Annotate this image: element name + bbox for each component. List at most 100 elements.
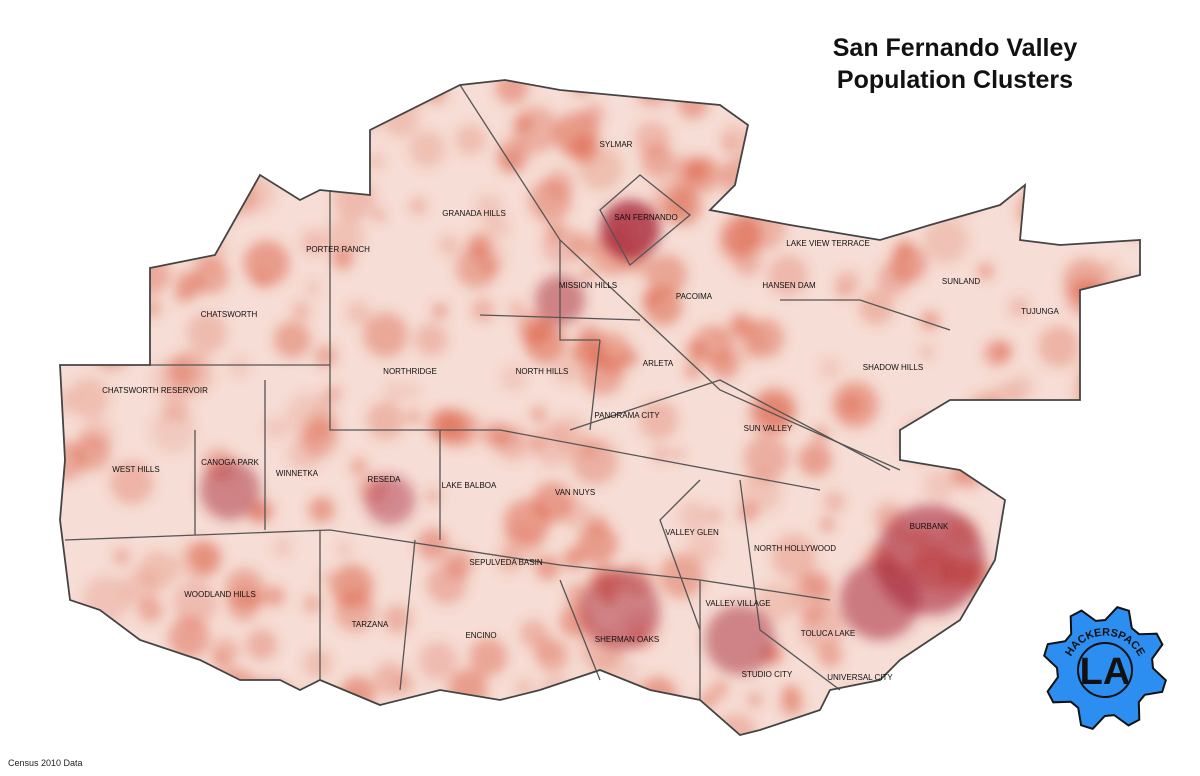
cluster	[448, 669, 488, 709]
cluster	[771, 534, 817, 580]
neighborhood-label: CANOGA PARK	[201, 458, 259, 467]
cluster	[755, 115, 786, 146]
cluster	[1040, 491, 1080, 531]
cluster	[331, 248, 354, 270]
district-border	[64, 529, 831, 601]
cluster	[773, 80, 793, 92]
cluster	[638, 400, 679, 440]
cluster	[1089, 166, 1123, 200]
cluster	[759, 394, 794, 430]
cluster	[176, 193, 200, 218]
cluster	[434, 408, 473, 447]
cluster	[260, 681, 294, 716]
cluster	[143, 199, 185, 241]
cluster	[383, 604, 412, 634]
cluster	[190, 232, 227, 269]
cluster	[917, 154, 943, 180]
cluster	[1102, 489, 1132, 519]
cluster	[341, 705, 355, 718]
cluster	[812, 81, 830, 98]
hackerspace-logo: HACKERSPACE LA	[1043, 606, 1167, 730]
cluster	[139, 166, 157, 184]
cluster	[495, 80, 529, 105]
cluster	[1103, 290, 1117, 304]
cluster	[671, 447, 685, 461]
cluster	[70, 290, 104, 324]
cluster	[532, 482, 573, 523]
cluster	[272, 537, 293, 558]
cluster	[823, 491, 846, 513]
cluster	[820, 517, 835, 532]
cluster	[150, 407, 196, 454]
cluster	[340, 676, 376, 712]
cluster	[746, 125, 776, 154]
cluster	[395, 674, 415, 694]
cluster	[987, 382, 1021, 416]
cluster	[445, 550, 473, 578]
cluster	[455, 124, 486, 156]
cluster	[253, 705, 274, 727]
cluster	[243, 240, 290, 287]
cluster	[455, 246, 498, 289]
cluster	[474, 194, 502, 222]
cluster	[531, 406, 547, 422]
cluster	[102, 299, 128, 325]
cluster	[553, 358, 580, 384]
cluster	[1002, 472, 1020, 490]
cluster	[999, 93, 1036, 130]
cluster	[685, 363, 701, 379]
dense-cluster	[840, 560, 920, 640]
cluster	[141, 693, 185, 735]
cluster	[495, 546, 523, 574]
cluster	[128, 178, 144, 195]
neighborhood-label: TARZANA	[352, 620, 389, 629]
cluster	[209, 87, 239, 117]
cluster	[469, 638, 508, 677]
neighborhood-label: PACOIMA	[676, 292, 713, 301]
cluster	[979, 644, 1018, 683]
cluster	[119, 304, 140, 325]
cluster	[336, 542, 352, 557]
cluster	[432, 303, 448, 319]
cluster	[1102, 260, 1119, 277]
cluster	[1104, 550, 1140, 595]
neighborhood-label: GRANADA HILLS	[442, 209, 506, 218]
cluster	[980, 604, 997, 621]
cluster	[989, 610, 1016, 637]
cluster	[300, 229, 327, 256]
cluster	[214, 174, 258, 218]
cluster	[244, 677, 282, 715]
cluster	[922, 217, 969, 264]
cluster	[373, 209, 386, 222]
cluster	[406, 409, 422, 425]
cluster	[303, 595, 322, 613]
valley-outline	[59, 79, 1141, 736]
cluster	[408, 130, 446, 168]
cluster	[1113, 378, 1126, 392]
cluster	[366, 401, 405, 440]
cluster	[1065, 278, 1103, 317]
cluster	[251, 592, 266, 607]
cluster	[383, 381, 405, 402]
district-border	[150, 364, 821, 491]
cluster	[706, 507, 723, 524]
cluster	[264, 416, 288, 440]
cluster	[414, 323, 448, 356]
cluster	[744, 142, 762, 160]
district-border	[559, 240, 600, 341]
cluster	[219, 80, 262, 104]
cluster	[1054, 115, 1068, 129]
cluster	[767, 254, 809, 296]
cluster	[168, 617, 210, 659]
neighborhood-label: SHERMAN OAKS	[595, 635, 659, 644]
cluster	[1018, 447, 1034, 463]
cluster	[637, 87, 655, 105]
cluster	[1113, 80, 1140, 121]
cluster	[188, 541, 222, 575]
cluster	[229, 356, 250, 377]
cluster	[1074, 80, 1098, 93]
cluster	[1037, 325, 1080, 368]
cluster	[136, 108, 179, 151]
cluster	[531, 636, 560, 665]
